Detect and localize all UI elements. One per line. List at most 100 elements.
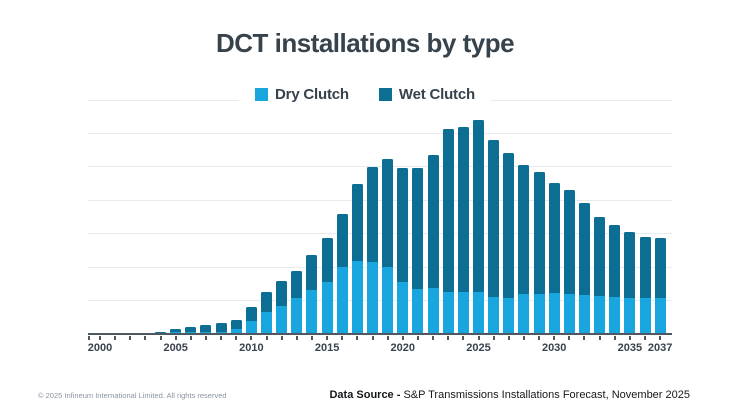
bar-2034-wet-segment: [609, 224, 621, 297]
bar-2025: [473, 119, 484, 333]
x-tick-label-2035: 2035: [617, 342, 643, 354]
dry-clutch-swatch-icon: [255, 87, 269, 101]
bar-2024-wet-segment: [457, 127, 469, 293]
bar-2005-wet-segment: [170, 329, 182, 333]
bar-2024: [457, 127, 469, 333]
bar-2015-wet-segment: [321, 238, 333, 282]
x-tick-2035: [628, 336, 631, 340]
bar-2027: [503, 153, 515, 333]
gridline-25: [88, 166, 672, 168]
bar-2037-wet-segment: [654, 238, 666, 299]
x-tick-2015: [326, 336, 329, 340]
bar-2023-dry-segment: [442, 291, 454, 333]
bar-2018-dry-segment: [367, 262, 379, 333]
x-tick-2018: [371, 336, 374, 340]
bar-2025-wet-segment: [473, 119, 484, 293]
bar-2028-wet-segment: [518, 164, 530, 294]
x-tick-2021: [416, 336, 419, 340]
x-tick-2025: [477, 336, 480, 340]
bar-2016: [336, 214, 348, 333]
x-tick-2002: [129, 336, 132, 340]
bar-2030-wet-segment: [548, 183, 560, 293]
bar-2017-dry-segment: [351, 261, 363, 333]
bar-2035: [624, 232, 636, 333]
x-tick-label-2005: 2005: [163, 342, 188, 354]
legend-item-wet-clutch: Wet Clutch: [378, 86, 475, 103]
x-tick-2005: [174, 336, 177, 340]
legend-inner: Dry Clutch Wet Clutch: [239, 84, 491, 104]
bar-2010: [245, 306, 257, 333]
wet-clutch-swatch-icon: [378, 87, 392, 101]
bar-2008-dry-segment: [215, 331, 227, 333]
x-tick-2029: [538, 336, 541, 340]
x-tick-2016: [341, 336, 344, 340]
bar-2029-wet-segment: [533, 171, 545, 294]
bar-2033-dry-segment: [594, 296, 606, 333]
bar-2032-dry-segment: [578, 294, 590, 333]
x-tick-2032: [583, 336, 586, 340]
bar-2022: [427, 154, 439, 333]
data-source-label: Data Source -: [329, 389, 404, 401]
bar-2022-wet-segment: [427, 154, 439, 289]
bar-2013-wet-segment: [291, 270, 303, 298]
bar-2027-wet-segment: [503, 153, 515, 298]
bar-2015: [321, 238, 333, 333]
x-tick-2031: [568, 336, 571, 340]
bar-2011-dry-segment: [261, 312, 273, 333]
data-source-text: S&P Transmissions Installations Forecast…: [403, 389, 690, 401]
bar-2012-wet-segment: [276, 280, 288, 307]
bar-2036-wet-segment: [639, 237, 651, 299]
x-tick-2020: [401, 336, 404, 340]
bar-2034: [609, 224, 621, 333]
bar-2021-dry-segment: [412, 288, 424, 333]
bar-2020-dry-segment: [397, 281, 409, 333]
gridline-10: [88, 266, 672, 268]
bar-2009: [230, 319, 242, 333]
x-tick-label-2015: 2015: [314, 342, 340, 354]
x-tick-2014: [310, 336, 313, 340]
bar-2030: [548, 183, 560, 333]
x-tick-2009: [235, 336, 238, 340]
bar-2028: [518, 164, 530, 333]
bar-2009-dry-segment: [230, 329, 242, 333]
plot-area: 2000 2005 2010 2015 2020 2025 2030 2035 2037: [88, 99, 672, 354]
bar-2016-wet-segment: [336, 214, 348, 268]
x-tick-2030: [553, 336, 556, 340]
x-tick-label-2030: 2030: [541, 342, 567, 354]
bar-2036-dry-segment: [639, 298, 651, 333]
legend-label-dry-clutch: Dry Clutch: [275, 85, 349, 103]
x-tick-label-2000: 2000: [87, 342, 113, 354]
x-tick-2004: [159, 336, 162, 340]
bar-2023: [442, 129, 454, 333]
x-tick-2036: [644, 336, 647, 340]
bar-2021-wet-segment: [412, 167, 424, 289]
bar-2019-wet-segment: [382, 159, 394, 268]
bar-2013-dry-segment: [291, 297, 303, 333]
bar-2017-wet-segment: [351, 183, 363, 262]
x-tick-2003: [144, 336, 147, 340]
x-tick-label-2020: 2020: [390, 342, 416, 354]
x-tick-2033: [598, 336, 601, 340]
bar-2031-wet-segment: [563, 189, 575, 294]
bar-2014-dry-segment: [306, 289, 318, 333]
data-source: Data Source - S&P Transmissions Installa…: [329, 390, 690, 401]
bar-2006-wet-segment: [185, 327, 197, 333]
bar-2036: [639, 237, 651, 333]
bar-2027-dry-segment: [503, 297, 515, 333]
gridline-20: [88, 199, 672, 201]
x-tick-2008: [220, 336, 223, 340]
bar-2026-wet-segment: [488, 140, 500, 297]
x-tick-2034: [613, 336, 616, 340]
bar-2020-wet-segment: [397, 167, 409, 282]
x-tick-2001: [114, 336, 117, 340]
x-tick-2010: [250, 336, 253, 340]
bar-2011: [261, 292, 273, 333]
bar-2035-wet-segment: [624, 232, 636, 298]
bar-2019: [382, 159, 394, 333]
x-tick-label-2037: 2037: [647, 342, 673, 354]
bar-2016-dry-segment: [336, 267, 348, 333]
copyright-text: © 2025 Infineum International Limited. A…: [38, 390, 227, 400]
bar-2037-dry-segment: [654, 298, 666, 333]
bar-2026: [488, 140, 500, 333]
bar-2012-dry-segment: [276, 306, 288, 333]
